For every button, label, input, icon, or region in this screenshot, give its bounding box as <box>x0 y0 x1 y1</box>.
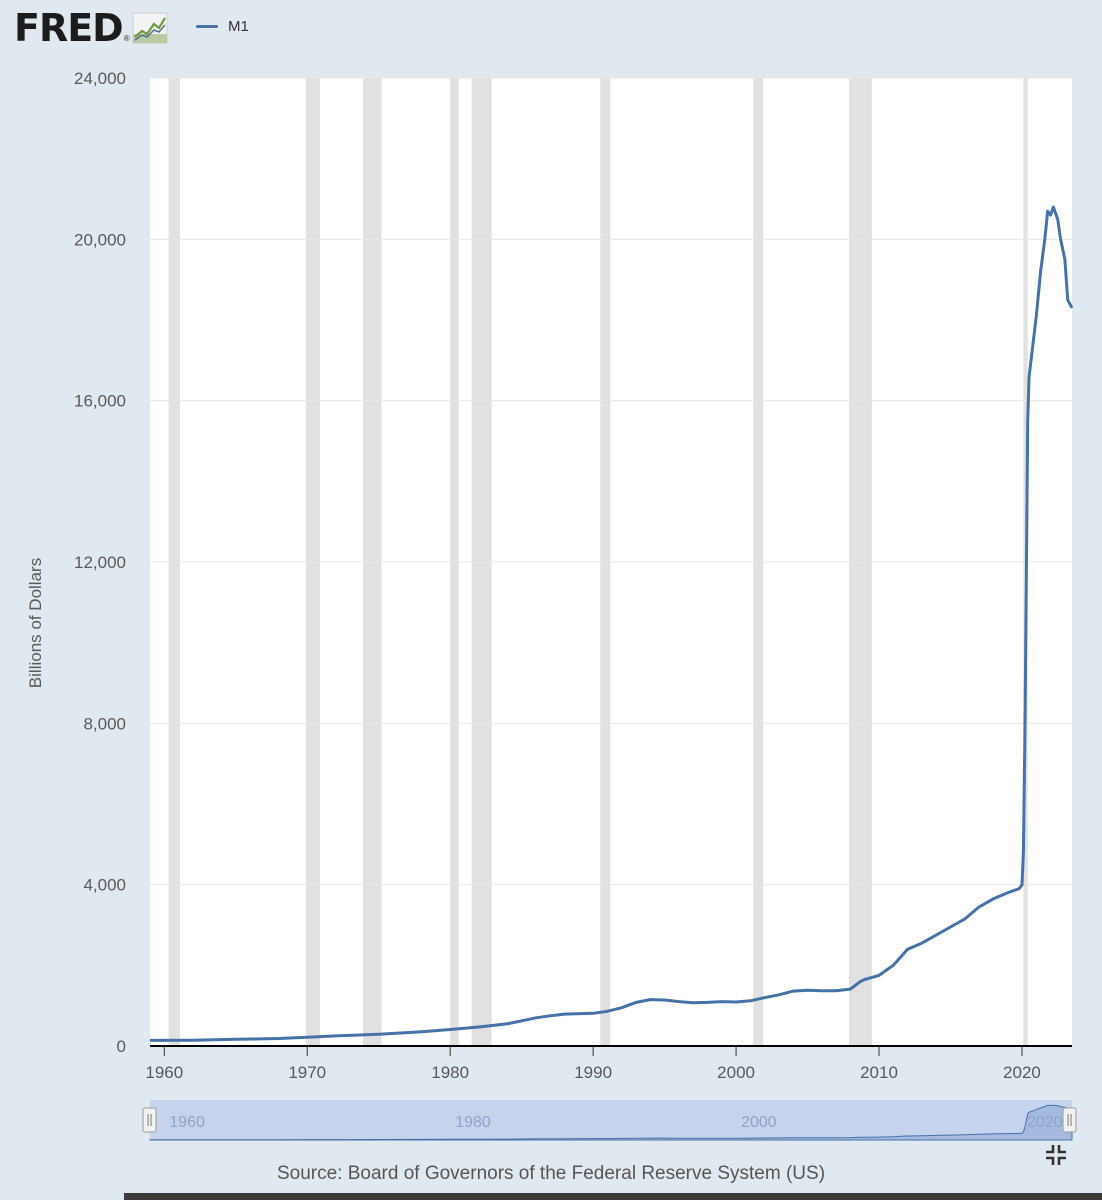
gridlines <box>150 77 1072 886</box>
fred-chart-line-icon <box>132 12 168 44</box>
y-tick-label: 8,000 <box>83 714 126 733</box>
navigator-background <box>150 1100 1072 1140</box>
x-tick-label: 2000 <box>717 1063 755 1082</box>
logo-registered-mark: ® <box>123 33 130 43</box>
series-layer <box>149 205 1074 1042</box>
legend-swatch <box>196 25 218 28</box>
y-tick-label: 24,000 <box>74 69 126 88</box>
line-chart[interactable]: 0 4,000 8,000 12,000 16,000 20,000 24,000 1960… <box>0 60 1102 1160</box>
y-tick-label: 4,000 <box>83 876 126 895</box>
x-tick-label: 1980 <box>431 1063 469 1082</box>
navigator[interactable]: 1960198020002020 <box>142 1100 1077 1141</box>
source-note: Source: Board of Governors of the Federa… <box>276 1163 826 1184</box>
y-tick-label: 20,000 <box>74 230 126 249</box>
y-axis: 0 4,000 8,000 12,000 16,000 20,000 24,000 <box>74 69 126 1056</box>
bottom-edge <box>124 1193 1102 1200</box>
x-tick-label: 1960 <box>145 1063 183 1082</box>
x-axis: 1960 1970 1980 1990 2000 2010 2020 <box>145 1046 1041 1082</box>
legend-label: M1 <box>228 18 249 35</box>
navigator-right-handle[interactable] <box>1062 1107 1077 1133</box>
navigator-label: 1960 <box>169 1114 205 1131</box>
y-tick-label: 0 <box>117 1037 126 1056</box>
chart-header: FRED ® M1 <box>0 0 1102 60</box>
x-tick-label: 1990 <box>574 1063 612 1082</box>
collapse-arrows-icon[interactable] <box>1044 1143 1068 1167</box>
navigator-series-area <box>149 1104 1073 1141</box>
navigator-label: 1980 <box>455 1114 491 1131</box>
navigator-left-handle[interactable] <box>142 1107 157 1133</box>
y-tick-label: 12,000 <box>74 553 126 572</box>
fred-logo[interactable]: FRED ® <box>14 6 168 50</box>
x-tick-label: 1970 <box>288 1063 326 1082</box>
navigator-label: 2000 <box>741 1114 777 1131</box>
y-axis-label: Billions of Dollars <box>26 558 45 688</box>
y-tick-label: 16,000 <box>74 392 126 411</box>
x-tick-label: 2010 <box>860 1063 898 1082</box>
legend[interactable]: M1 <box>196 18 249 35</box>
logo-text: FRED <box>14 6 124 50</box>
series-line-m1[interactable] <box>149 205 1074 1042</box>
x-tick-label: 2020 <box>1003 1063 1041 1082</box>
